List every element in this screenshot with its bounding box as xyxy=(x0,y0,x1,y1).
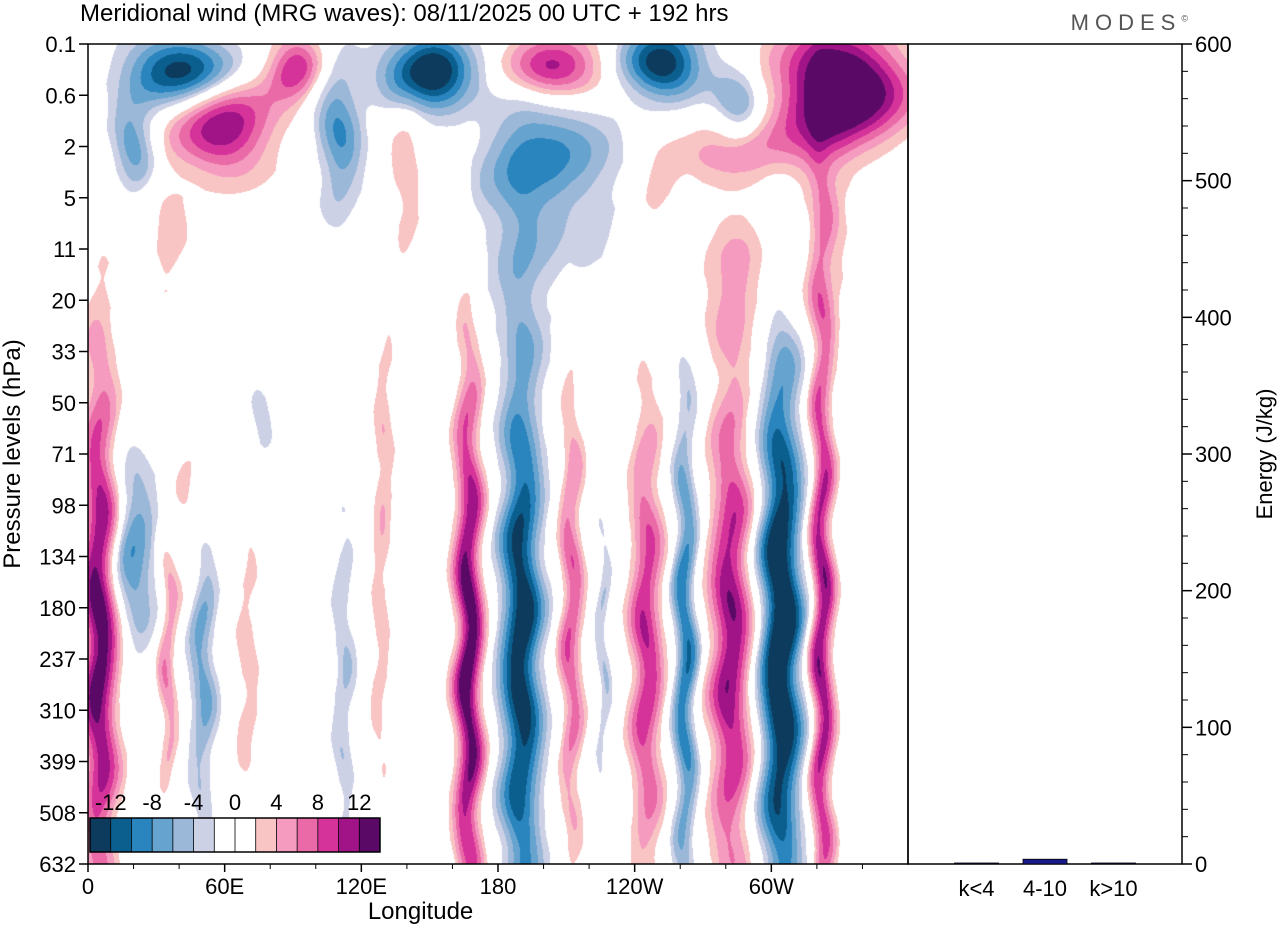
pressure-tick-label: 33 xyxy=(52,340,76,365)
chart-title: Meridional wind (MRG waves): 08/11/2025 … xyxy=(80,0,729,27)
colorbar-label: 0 xyxy=(229,790,241,815)
colorbar-label: 4 xyxy=(270,790,282,815)
pressure-tick-label: 508 xyxy=(39,801,76,826)
colorbar-swatch xyxy=(317,818,340,852)
energy-frame xyxy=(907,43,1183,865)
colorbar-label: 8 xyxy=(312,790,324,815)
pressure-axis-label: Pressure levels (hPa) xyxy=(0,339,26,568)
pressure-tick-label: 11 xyxy=(53,237,76,262)
brand-logo: MODES© xyxy=(1070,10,1188,35)
colorbar-swatch xyxy=(110,818,132,852)
pressure-tick-label: 98 xyxy=(52,493,76,518)
energy-tick-label: 100 xyxy=(1195,715,1232,740)
colorbar-swatch xyxy=(338,818,360,852)
colorbar-swatch xyxy=(297,818,319,852)
pressure-tick-label: 0.6 xyxy=(45,83,76,108)
colorbar-label: -4 xyxy=(184,790,204,815)
energy-category-label: 4-10 xyxy=(1023,876,1067,901)
energy-tick-label: 200 xyxy=(1195,579,1232,604)
colorbar-swatch xyxy=(131,818,153,852)
colorbar-swatch xyxy=(152,818,174,852)
pressure-tick-label: 310 xyxy=(39,698,76,723)
colorbar-swatch xyxy=(255,818,277,852)
colorbar-swatch xyxy=(193,818,215,852)
pressure-tick-label: 134 xyxy=(39,545,76,570)
pressure-tick-label: 2 xyxy=(64,135,76,160)
pressure-tick-label: 399 xyxy=(39,750,76,775)
pressure-tick-label: 50 xyxy=(52,391,76,416)
energy-tick-label: 600 xyxy=(1195,32,1232,57)
pressure-tick-label: 5 xyxy=(64,186,76,211)
colorbar-swatch xyxy=(172,818,195,852)
pressure-tick-label: 180 xyxy=(39,596,76,621)
energy-bar xyxy=(954,862,999,865)
energy-tick-label: 500 xyxy=(1195,169,1232,194)
energy-tick-label: 0 xyxy=(1195,852,1207,877)
longitude-tick-label: 60W xyxy=(749,874,794,899)
heatmap-field xyxy=(88,44,908,864)
pressure-tick-label: 237 xyxy=(39,647,76,672)
colorbar-swatch xyxy=(276,818,298,852)
longitude-tick-label: 120W xyxy=(606,874,664,899)
energy-axis-label: Energy (J/kg) xyxy=(1252,389,1277,520)
energy-bar xyxy=(1091,862,1136,865)
pressure-tick-label: 0.1 xyxy=(45,32,76,57)
pressure-tick-label: 20 xyxy=(52,288,76,313)
longitude-axis-label: Longitude xyxy=(368,898,473,925)
energy-bar xyxy=(1022,858,1068,865)
heatmap-frame xyxy=(87,43,909,865)
colorbar-swatch xyxy=(214,818,236,852)
longitude-tick-label: 0 xyxy=(82,874,94,899)
energy-tick-label: 400 xyxy=(1195,305,1232,330)
longitude-tick-label: 60E xyxy=(205,874,244,899)
colorbar-swatch xyxy=(235,818,257,852)
energy-category-label: k>10 xyxy=(1089,876,1137,901)
pressure-tick-label: 71 xyxy=(52,442,76,467)
colorbar-swatch xyxy=(359,818,381,852)
energy-tick-label: 300 xyxy=(1195,442,1232,467)
colorbar-label: -8 xyxy=(142,790,162,815)
longitude-tick-label: 120E xyxy=(336,874,387,899)
energy-category-label: k<4 xyxy=(958,876,994,901)
colorbar-swatch xyxy=(90,818,112,852)
longitude-tick-label: 180 xyxy=(480,874,517,899)
colorbar-label: 12 xyxy=(347,790,371,815)
colorbar-label: -12 xyxy=(95,790,127,815)
pressure-tick-label: 632 xyxy=(39,852,76,877)
